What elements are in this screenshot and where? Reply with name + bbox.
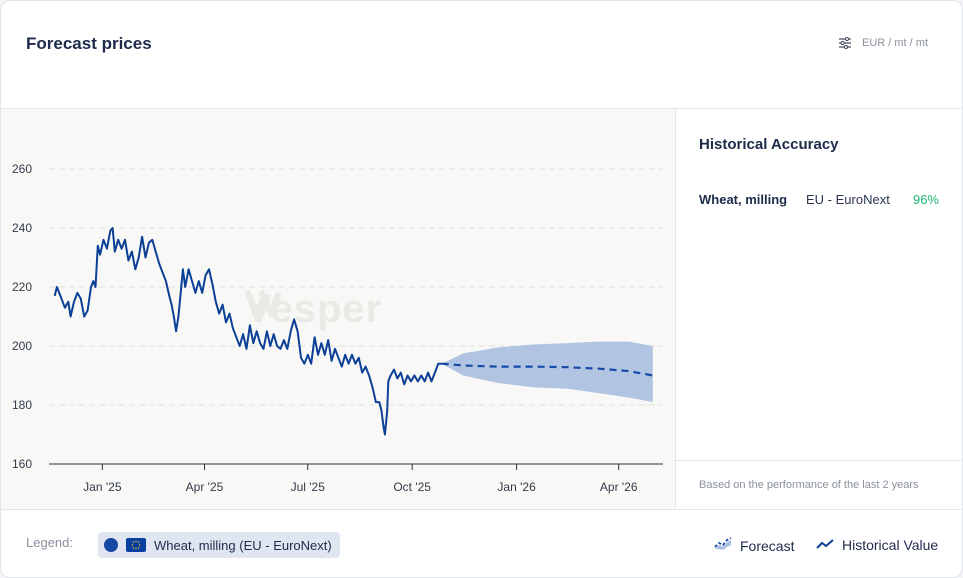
legend-bar: Legend: Wheat, milling (EU - EuroNext) [1,509,962,577]
x-tick-label: Jan '26 [497,480,536,494]
page-title: Forecast prices [26,34,152,53]
accuracy-panel: Historical Accuracy Wheat, milling EU - … [676,109,962,509]
key-history[interactable]: Historical Value [816,537,938,553]
sliders-icon[interactable] [838,37,852,49]
y-tick-label: 220 [12,280,32,294]
chart-panel: Vesper 160 180 200 220 240 260 Jan '25 Apr '25 J… [1,109,676,509]
y-tick-label: 200 [12,339,32,353]
eu-flag-icon [126,538,146,552]
accuracy-market: EU - EuroNext [806,192,890,207]
x-tick-label: Jul '25 [291,480,326,494]
key-forecast[interactable]: Forecast [714,537,794,554]
legend-series-chip[interactable]: Wheat, milling (EU - EuroNext) [98,532,340,558]
key-forecast-label[interactable]: Forecast [740,537,795,554]
forecast-chart: 160 180 200 220 240 260 Jan '25 Apr '25 Jul '25 O… [12,162,663,494]
axes: 160 180 200 220 240 260 Jan '25 Apr '25 Jul '25 O… [12,162,663,494]
legend-label: Legend: [26,535,73,550]
y-tick-label: 160 [12,457,32,471]
x-tick-label: Oct '25 [393,480,431,494]
x-tick-label: Apr '25 [186,480,224,494]
watermark: Vesper [245,287,382,332]
historical-line [53,227,442,436]
key-history-label[interactable]: Historical Value [842,537,939,553]
forecast-band-layer [441,341,653,403]
accuracy-title: Historical Accuracy [699,136,839,153]
card-header: Forecast prices EUR / mt / mt [1,1,962,109]
unit-label[interactable]: EUR / mt / mt [862,37,928,49]
forecast-band [441,341,653,403]
accuracy-commodity: Wheat, milling [699,192,788,207]
y-tick-label: 240 [12,221,32,235]
x-tick-label: Jan '25 [83,480,122,494]
forecast-icon [714,537,732,554]
series-lines [53,227,653,436]
series-color-dot [104,538,118,552]
legend-series-label[interactable]: Wheat, milling (EU - EuroNext) [154,537,332,553]
y-tick-label: 180 [12,398,32,412]
x-tick-label: Apr '26 [600,480,638,494]
accuracy-row: Wheat, milling EU - EuroNext 96% [699,192,939,210]
accuracy-value: 96% [912,192,939,207]
history-line-icon [816,537,834,553]
y-tick-label: 260 [12,162,32,176]
accuracy-footer: Based on the performance of the last 2 y… [676,460,962,509]
forecast-line [441,362,653,377]
accuracy-note: Based on the performance of the last 2 y… [699,479,919,491]
unit-selector[interactable]: EUR / mt / mt [838,37,928,49]
